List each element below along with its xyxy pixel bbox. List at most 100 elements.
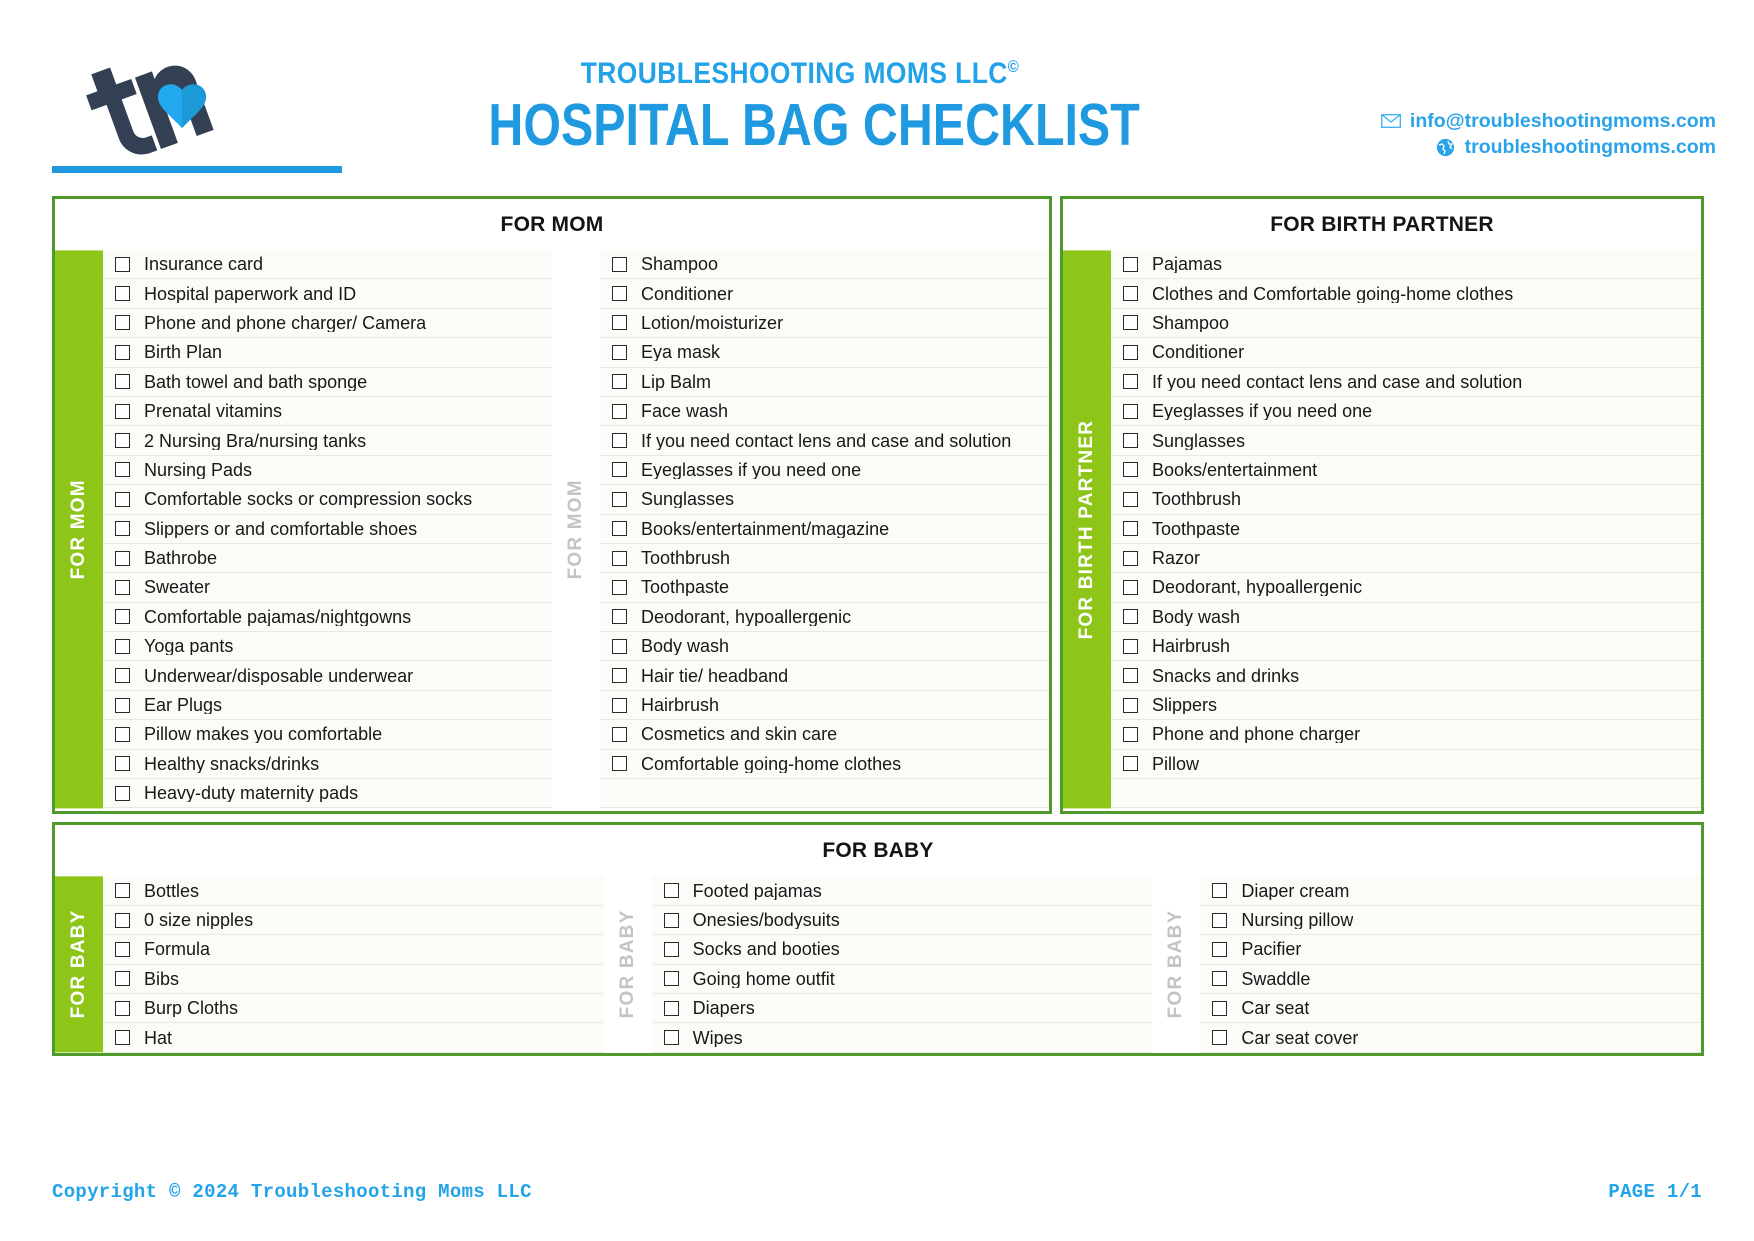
checkbox-icon[interactable]	[612, 315, 627, 331]
checkbox-icon[interactable]	[115, 785, 130, 801]
checkbox-icon[interactable]	[663, 1000, 679, 1016]
checkbox-icon[interactable]	[115, 609, 130, 625]
checkbox-icon[interactable]	[115, 286, 130, 302]
checklist-row[interactable]: Swaddle	[1200, 964, 1702, 994]
checkbox-icon[interactable]	[1123, 638, 1138, 654]
checklist-row[interactable]: Footed pajamas	[651, 876, 1153, 906]
checklist-row[interactable]: If you need contact lens and case and so…	[600, 426, 1049, 456]
checklist-row[interactable]: Underwear/disposable underwear	[103, 661, 552, 691]
checkbox-icon[interactable]	[612, 462, 627, 478]
checkbox-icon[interactable]	[115, 697, 130, 713]
checklist-row[interactable]: Hat	[103, 1023, 604, 1053]
checkbox-icon[interactable]	[115, 912, 130, 928]
checkbox-icon[interactable]	[115, 883, 130, 899]
checkbox-icon[interactable]	[115, 1000, 130, 1016]
checkbox-icon[interactable]	[1212, 971, 1228, 987]
checklist-row[interactable]: Sunglasses	[1111, 426, 1701, 456]
checklist-row[interactable]: Books/entertainment	[1111, 455, 1701, 486]
checkbox-icon[interactable]	[115, 433, 130, 449]
checklist-row[interactable]: Insurance card	[103, 250, 552, 280]
checkbox-icon[interactable]	[1123, 403, 1138, 419]
checklist-row[interactable]: Clothes and Comfortable going-home cloth…	[1111, 279, 1701, 309]
checklist-row[interactable]: Onesies/bodysuits	[651, 905, 1153, 936]
checkbox-icon[interactable]	[115, 462, 130, 478]
checklist-row[interactable]: Body wash	[1111, 602, 1701, 633]
checkbox-icon[interactable]	[1123, 491, 1138, 507]
checklist-row[interactable]: Hospital paperwork and ID	[103, 279, 552, 309]
checkbox-icon[interactable]	[115, 726, 130, 742]
checkbox-icon[interactable]	[663, 971, 679, 987]
checkbox-icon[interactable]	[612, 697, 627, 713]
checklist-row[interactable]: Phone and phone charger/ Camera	[103, 308, 552, 339]
checklist-row[interactable]: Nursing Pads	[103, 455, 552, 486]
checklist-row[interactable]: Pillow makes you comfortable	[103, 720, 552, 750]
checkbox-icon[interactable]	[115, 756, 130, 772]
checkbox-icon[interactable]	[612, 638, 627, 654]
checkbox-icon[interactable]	[115, 256, 130, 272]
checkbox-icon[interactable]	[1123, 286, 1138, 302]
contact-website-row[interactable]: troubleshootingmoms.com	[1381, 134, 1716, 160]
checklist-row[interactable]: Healthy snacks/drinks	[103, 749, 552, 780]
checkbox-icon[interactable]	[1123, 726, 1138, 742]
checklist-row[interactable]: Razor	[1111, 543, 1701, 574]
checkbox-icon[interactable]	[115, 579, 130, 595]
checkbox-icon[interactable]	[1123, 697, 1138, 713]
checkbox-icon[interactable]	[612, 609, 627, 625]
checkbox-icon[interactable]	[663, 912, 679, 928]
checkbox-icon[interactable]	[612, 550, 627, 566]
checkbox-icon[interactable]	[612, 374, 627, 390]
checkbox-icon[interactable]	[1123, 462, 1138, 478]
checklist-row[interactable]: Toothbrush	[600, 543, 1049, 574]
checkbox-icon[interactable]	[1123, 374, 1138, 390]
checklist-row[interactable]: Hairbrush	[1111, 632, 1701, 662]
checkbox-icon[interactable]	[1123, 344, 1138, 360]
checkbox-icon[interactable]	[115, 550, 130, 566]
checklist-row[interactable]: 2 Nursing Bra/nursing tanks	[103, 426, 552, 456]
checkbox-icon[interactable]	[663, 1030, 679, 1046]
checklist-row[interactable]: Shampoo	[1111, 308, 1701, 339]
checklist-row[interactable]: Pajamas	[1111, 250, 1701, 280]
checkbox-icon[interactable]	[612, 756, 627, 772]
checklist-row[interactable]: Comfortable going-home clothes	[600, 749, 1049, 780]
checkbox-icon[interactable]	[115, 521, 130, 537]
checklist-row[interactable]: Body wash	[600, 632, 1049, 662]
checkbox-icon[interactable]	[115, 315, 130, 331]
checkbox-icon[interactable]	[1123, 668, 1138, 684]
checkbox-icon[interactable]	[1123, 315, 1138, 331]
checklist-row[interactable]: Car seat	[1200, 993, 1702, 1024]
checkbox-icon[interactable]	[612, 726, 627, 742]
checkbox-icon[interactable]	[115, 971, 130, 987]
checklist-row[interactable]: Books/entertainment/magazine	[600, 514, 1049, 544]
checklist-row[interactable]: If you need contact lens and case and so…	[1111, 367, 1701, 397]
checklist-row[interactable]: Going home outfit	[651, 964, 1153, 994]
checklist-row[interactable]: Slippers	[1111, 690, 1701, 721]
checklist-row[interactable]: Bibs	[103, 964, 604, 994]
checklist-row[interactable]: Conditioner	[1111, 338, 1701, 368]
checklist-row[interactable]: Socks and booties	[651, 935, 1153, 965]
checkbox-icon[interactable]	[1123, 609, 1138, 625]
checkbox-icon[interactable]	[1212, 883, 1228, 899]
checklist-row[interactable]: Lotion/moisturizer	[600, 308, 1049, 339]
checklist-row[interactable]: Shampoo	[600, 250, 1049, 280]
checkbox-icon[interactable]	[612, 521, 627, 537]
checklist-row[interactable]: Phone and phone charger	[1111, 720, 1701, 750]
checkbox-icon[interactable]	[1123, 550, 1138, 566]
checkbox-icon[interactable]	[612, 286, 627, 302]
checklist-row[interactable]: Pacifier	[1200, 935, 1702, 965]
contact-email-row[interactable]: info@troubleshootingmoms.com	[1380, 108, 1716, 134]
checklist-row[interactable]: Deodorant, hypoallergenic	[1111, 573, 1701, 603]
checkbox-icon[interactable]	[115, 374, 130, 390]
checklist-row[interactable]: Lip Balm	[600, 367, 1049, 397]
checklist-row[interactable]: Yoga pants	[103, 632, 552, 662]
checkbox-icon[interactable]	[612, 433, 627, 449]
checklist-row[interactable]: Burp Cloths	[103, 993, 604, 1024]
checklist-row[interactable]: Comfortable socks or compression socks	[103, 485, 552, 515]
checkbox-icon[interactable]	[1212, 912, 1228, 928]
checklist-row[interactable]: Sweater	[103, 573, 552, 603]
checklist-row[interactable]: Eyeglasses if you need one	[600, 455, 1049, 486]
checklist-row[interactable]: Snacks and drinks	[1111, 661, 1701, 691]
checklist-row[interactable]: Hairbrush	[600, 690, 1049, 721]
checklist-row[interactable]: Car seat cover	[1200, 1023, 1702, 1053]
checkbox-icon[interactable]	[1123, 256, 1138, 272]
checklist-row[interactable]: 0 size nipples	[103, 905, 604, 936]
